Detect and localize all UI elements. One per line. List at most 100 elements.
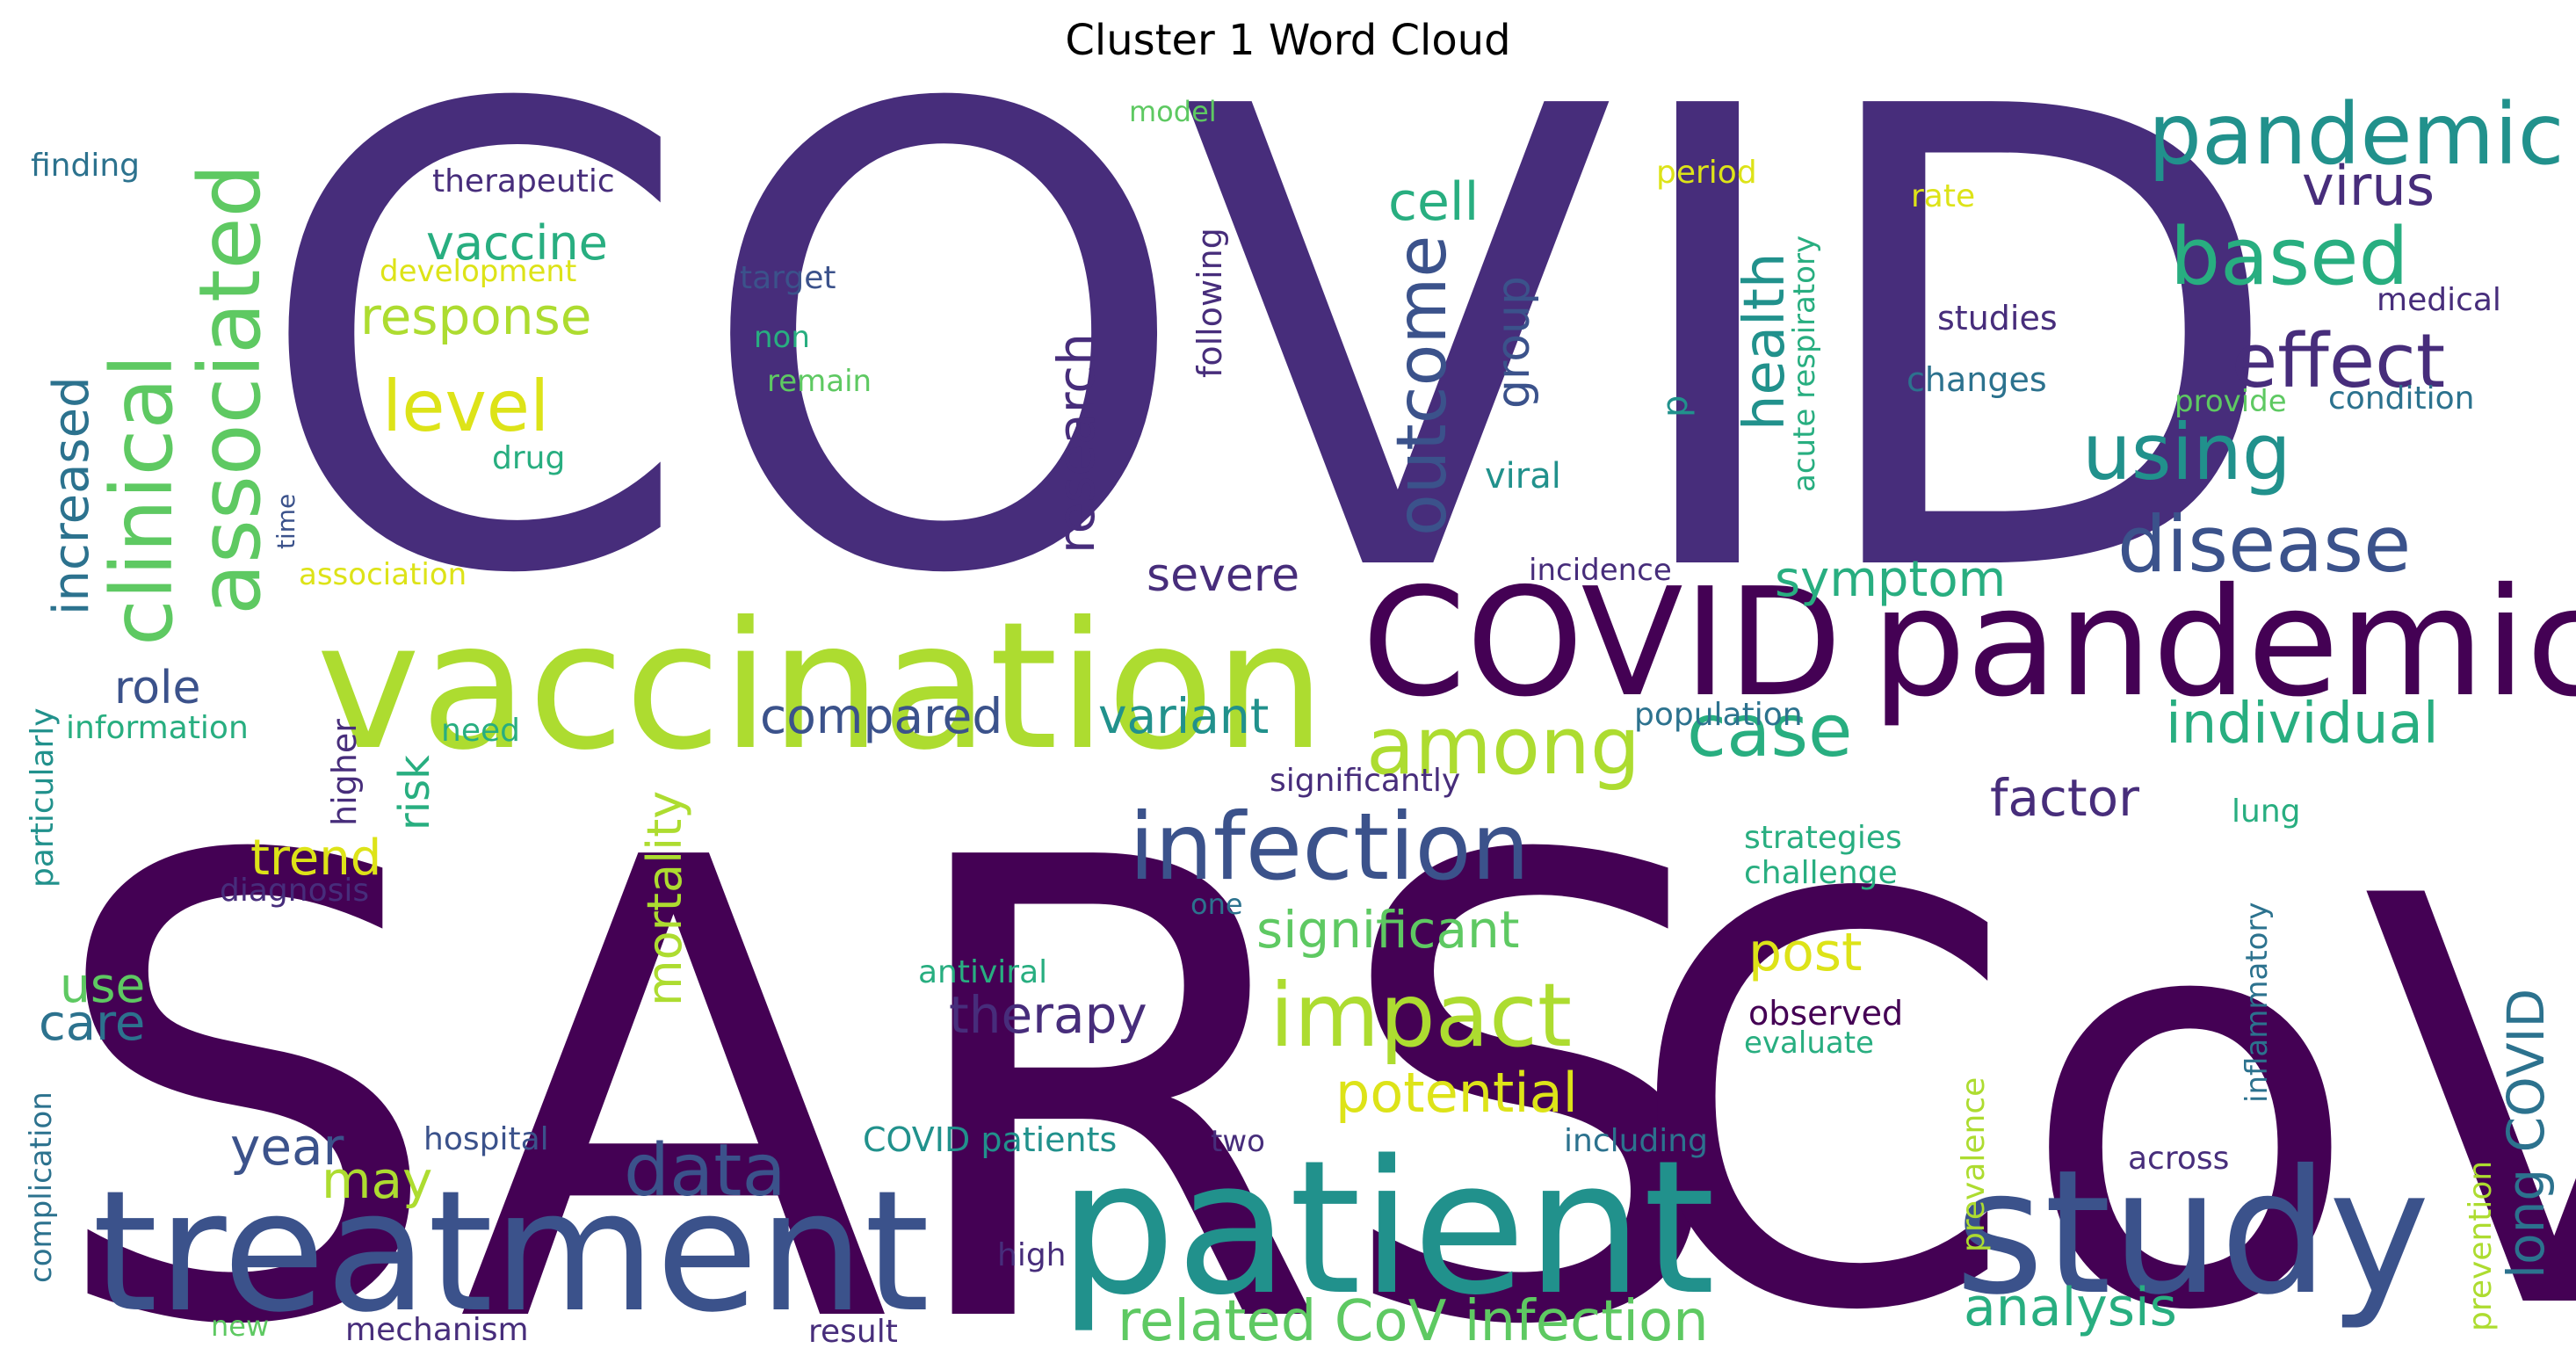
word-response: response (360, 286, 591, 346)
word-non: non (754, 320, 810, 355)
word-clinical: clinical (93, 354, 192, 646)
word-high: high (997, 1237, 1067, 1273)
word-based: based (2170, 211, 2409, 303)
word-severe: severe (1147, 549, 1299, 602)
word-role: role (114, 662, 201, 714)
word-treatment: treatment (92, 1155, 930, 1349)
word-compared: compared (760, 688, 1002, 744)
word-particularly: particularly (25, 707, 61, 888)
word-information: information (66, 710, 249, 746)
word-result: result (808, 1314, 898, 1350)
word-finding: finding (31, 148, 140, 184)
word-model: model (1129, 95, 1217, 128)
word-covid-patients: COVID patients (863, 1120, 1117, 1159)
word-pandemic: pandemic (2148, 85, 2565, 184)
word-challenge: challenge (1744, 855, 1898, 891)
word-mechanism: mechanism (345, 1312, 529, 1348)
word-evaluate: evaluate (1744, 1026, 1874, 1061)
word-use: use (60, 957, 145, 1013)
word-new: new (211, 1309, 269, 1343)
word-group: group (1487, 276, 1540, 409)
word-study: study (1955, 1133, 2430, 1332)
word-time: time (271, 494, 300, 549)
word-effect: effect (2232, 318, 2445, 405)
word-data: data (624, 1129, 786, 1213)
word-observed: observed (1748, 994, 1903, 1033)
word-inflammatory: inflammatory (2240, 902, 2275, 1103)
word-level: level (382, 366, 549, 447)
word-including: including (1564, 1123, 1708, 1159)
word-period: period (1656, 155, 1757, 191)
word-symptom: symptom (1775, 551, 2006, 608)
word-development: development (380, 254, 576, 289)
word-cell: cell (1388, 171, 1479, 233)
word-may: may (322, 1150, 432, 1210)
word-across: across (2128, 1141, 2229, 1177)
word-research: research (1046, 333, 1106, 554)
word-care: care (39, 995, 145, 1052)
word-related-cov-infection: related CoV infection (1118, 1289, 1709, 1354)
word-analysis: analysis (1964, 1277, 2177, 1338)
word-significant: significant (1256, 900, 1520, 960)
word-provide: provide (2174, 384, 2287, 419)
word-therapeutic: therapeutic (432, 163, 615, 199)
word-viral: viral (1485, 456, 1561, 497)
word-condition: condition (2328, 381, 2474, 417)
word-post: post (1748, 922, 1863, 983)
word-virus: virus (2302, 154, 2435, 218)
word-pandemic: pandemic (1871, 556, 2576, 730)
word-prevention: prevention (2463, 1161, 2499, 1331)
word-studies: studies (1937, 299, 2058, 337)
word-lung: lung (2232, 794, 2301, 830)
word-year: year (230, 1117, 344, 1177)
word-cov: CoV (1625, 779, 2576, 1370)
word-factor: factor (1990, 768, 2139, 828)
word-rate: rate (1911, 178, 1975, 214)
word-covid: COVID (253, 0, 2288, 712)
word-complication: complication (24, 1091, 59, 1283)
word-population: population (1634, 697, 1803, 733)
word-using: using (2082, 407, 2291, 497)
word-potential: potential (1335, 1061, 1578, 1125)
word-diagnosis: diagnosis (220, 873, 369, 909)
word-patient: patient (1059, 1120, 1715, 1336)
word-among: among (1366, 700, 1640, 793)
word-significantly: significantly (1270, 763, 1460, 799)
word-higher: higher (325, 719, 364, 826)
word-trend: trend (250, 830, 381, 887)
word-risk: risk (390, 755, 439, 830)
word-need: need (441, 713, 520, 749)
word-two: two (1211, 1124, 1265, 1159)
word-medical: medical (2377, 282, 2501, 318)
word-strategies: strategies (1744, 820, 1902, 856)
word-health: health (1733, 252, 1798, 431)
word-therapy: therapy (949, 985, 1147, 1045)
word-p: p (1655, 395, 1696, 417)
word-increased: increased (43, 376, 100, 615)
word-mortality: mortality (637, 791, 692, 1006)
word-acute-respiratory: acute respiratory (1787, 236, 1822, 492)
word-case: case (1687, 690, 1853, 773)
word-drug: drug (492, 440, 565, 476)
word-antiviral: antiviral (918, 954, 1047, 990)
word-long-covid: long COVID (2496, 989, 2556, 1279)
word-changes: changes (1907, 360, 2047, 399)
word-incidence: incidence (1529, 553, 1672, 588)
figure-title: Cluster 1 Word Cloud (1065, 16, 1511, 65)
word-hospital: hospital (423, 1121, 549, 1157)
word-remain: remain (767, 364, 872, 399)
word-prevalence: prevalence (1956, 1077, 1992, 1252)
word-disease: disease (2117, 499, 2411, 590)
word-outcome: outcome (1383, 236, 1462, 536)
word-variant: variant (1098, 688, 1269, 744)
word-vaccination: vaccination (316, 584, 1326, 789)
word-covid: COVID (1362, 556, 1842, 730)
word-infection: infection (1129, 794, 1530, 901)
word-impact: impact (1270, 964, 1572, 1067)
word-association: association (299, 557, 467, 592)
word-individual: individual (2166, 692, 2439, 757)
word-one: one (1190, 888, 1243, 921)
word-associated: associated (181, 163, 279, 615)
